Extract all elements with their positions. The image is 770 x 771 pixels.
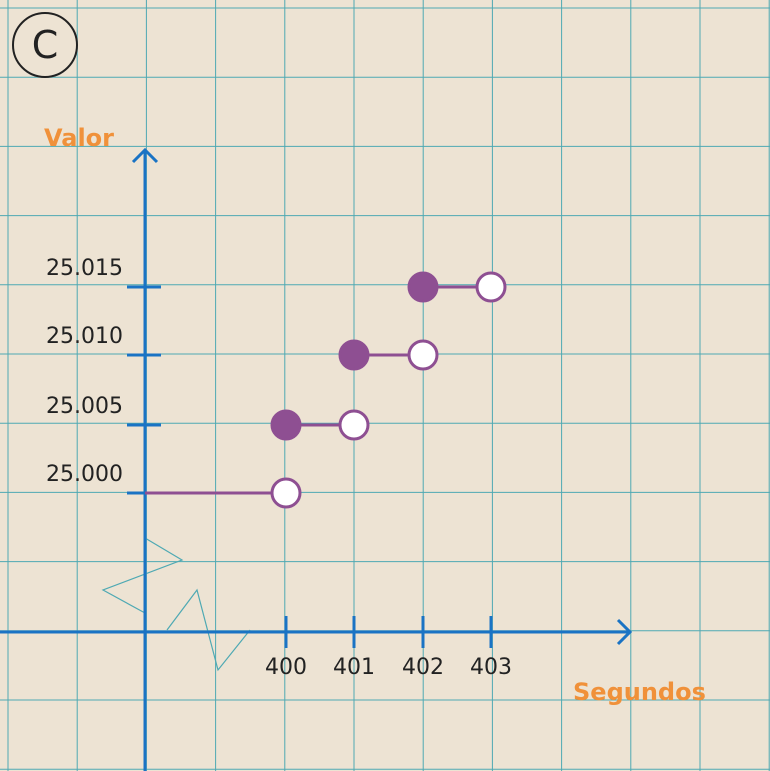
x-axis-arrow: [616, 618, 633, 646]
ticks: 400 401 402 403 25.000 25.005 25.010 25.015: [46, 256, 512, 680]
y-tick-label: 25.010: [46, 324, 123, 349]
closed-point: [338, 339, 370, 371]
x-tick-label: 402: [402, 655, 444, 680]
open-point: [475, 271, 507, 303]
x-tick-label: 403: [470, 655, 512, 680]
y-axis-label: Valor: [44, 124, 114, 152]
y-tick-label: 25.000: [46, 462, 123, 487]
axes: [0, 147, 633, 771]
closed-point: [270, 409, 302, 441]
y-tick-label: 25.005: [46, 394, 123, 419]
series: [145, 271, 507, 509]
open-point: [270, 477, 302, 509]
open-point: [407, 339, 439, 371]
open-point: [338, 409, 370, 441]
x-tick-label: 401: [333, 655, 375, 680]
closed-point: [407, 271, 439, 303]
x-axis-label: Segundos: [573, 678, 706, 706]
y-axis-arrow: [131, 147, 159, 164]
decorative-zigzag: [101, 537, 251, 672]
x-tick-label: 400: [265, 655, 307, 680]
panel-label-circle: [12, 12, 78, 78]
panel-label: C: [32, 23, 59, 67]
y-tick-label: 25.015: [46, 256, 123, 281]
